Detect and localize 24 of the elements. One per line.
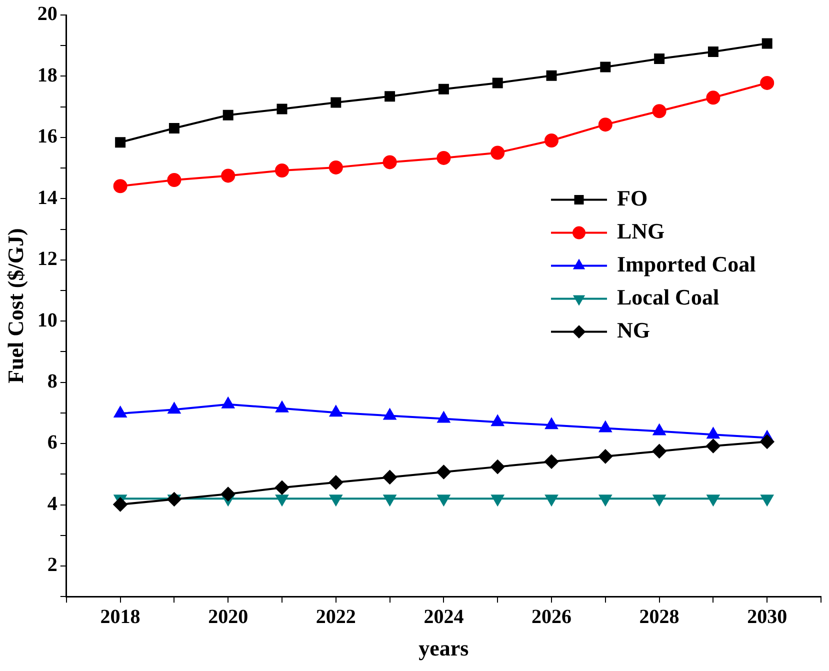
- legend-label: Local Coal: [617, 284, 720, 310]
- y-axis-title: Fuel Cost ($/GJ): [2, 228, 28, 384]
- x-tick-label: 2026: [532, 606, 572, 628]
- y-tick-label: 6: [47, 432, 58, 454]
- y-tick-label: 8: [47, 370, 58, 392]
- y-tick-label: 14: [37, 186, 58, 209]
- legend-label: NG: [617, 317, 650, 342]
- y-tick-label: 2: [47, 554, 58, 576]
- legend-label: Imported Coal: [617, 251, 756, 276]
- x-tick-label: 2028: [639, 606, 680, 628]
- x-tick-label: 2018: [100, 606, 140, 628]
- y-tick-label: 12: [37, 248, 58, 270]
- x-tick-label: 2020: [208, 606, 248, 628]
- x-axis-title: years: [418, 635, 470, 660]
- legend-label: LNG: [617, 218, 665, 244]
- y-tick-label: 4: [47, 492, 58, 515]
- y-tick-label: 16: [37, 126, 58, 148]
- x-tick-label: 2030: [747, 606, 788, 628]
- x-tick-label: 2024: [424, 606, 464, 628]
- x-tick-label: 2022: [316, 606, 356, 628]
- legend-label: FO: [617, 185, 648, 210]
- y-tick-label: 20: [37, 3, 58, 26]
- y-tick-label: 18: [37, 64, 58, 86]
- y-tick-label: 10: [37, 309, 58, 332]
